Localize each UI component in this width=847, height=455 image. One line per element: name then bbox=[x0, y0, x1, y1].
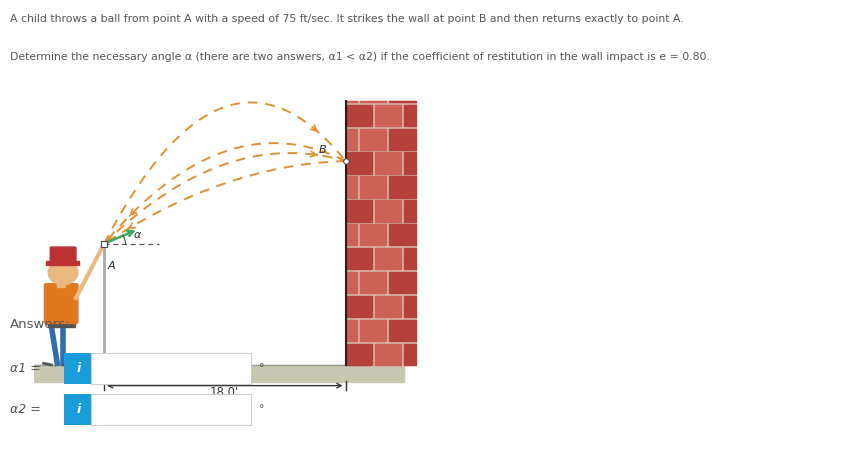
Bar bbox=[346, 224, 357, 246]
Bar bbox=[47, 322, 75, 327]
Bar bbox=[47, 261, 80, 265]
Text: A child throws a ball from point A with a speed of 75 ft/sec. It strikes the wal: A child throws a ball from point A with … bbox=[10, 14, 684, 24]
Bar bbox=[360, 272, 386, 293]
Bar bbox=[390, 272, 416, 293]
Bar bbox=[346, 272, 357, 293]
Bar bbox=[404, 344, 416, 365]
Bar bbox=[390, 101, 416, 102]
Text: α: α bbox=[133, 230, 141, 240]
Circle shape bbox=[48, 260, 78, 285]
Text: 18.0': 18.0' bbox=[210, 386, 240, 399]
FancyBboxPatch shape bbox=[50, 247, 76, 262]
Bar bbox=[346, 177, 357, 198]
Bar bbox=[346, 248, 372, 269]
Bar bbox=[34, 365, 404, 382]
Bar bbox=[390, 177, 416, 198]
Bar bbox=[390, 129, 416, 150]
Text: α1 =: α1 = bbox=[10, 362, 41, 375]
Bar bbox=[346, 200, 372, 222]
Text: Determine the necessary angle α (there are two answers, α1 < α2) if the coeffici: Determine the necessary angle α (there a… bbox=[10, 52, 710, 62]
Text: °: ° bbox=[259, 364, 264, 374]
Bar bbox=[375, 105, 401, 126]
Bar bbox=[346, 344, 372, 365]
Bar bbox=[58, 279, 65, 287]
Bar bbox=[404, 296, 416, 317]
Bar bbox=[390, 224, 416, 246]
Text: Answers:: Answers: bbox=[10, 318, 70, 332]
Bar bbox=[390, 320, 416, 341]
Bar bbox=[375, 200, 401, 222]
Text: A: A bbox=[108, 261, 115, 271]
Text: °: ° bbox=[259, 404, 264, 415]
Bar bbox=[360, 177, 386, 198]
Bar bbox=[360, 101, 386, 102]
Bar bbox=[404, 152, 416, 174]
Bar bbox=[404, 105, 416, 126]
Bar bbox=[375, 248, 401, 269]
Bar bbox=[346, 105, 372, 126]
Bar bbox=[346, 296, 372, 317]
Bar bbox=[375, 344, 401, 365]
Bar bbox=[360, 129, 386, 150]
Bar bbox=[360, 224, 386, 246]
FancyBboxPatch shape bbox=[44, 284, 78, 324]
Text: i: i bbox=[76, 403, 81, 416]
Text: B: B bbox=[318, 145, 326, 155]
Bar bbox=[346, 101, 416, 365]
Text: i: i bbox=[76, 362, 81, 375]
Bar bbox=[375, 152, 401, 174]
Bar bbox=[404, 200, 416, 222]
Bar bbox=[360, 320, 386, 341]
Bar bbox=[346, 152, 372, 174]
Bar bbox=[346, 320, 357, 341]
Bar bbox=[375, 296, 401, 317]
Text: α2 =: α2 = bbox=[10, 403, 41, 416]
Bar bbox=[404, 248, 416, 269]
Bar bbox=[346, 129, 357, 150]
Bar bbox=[346, 101, 357, 102]
